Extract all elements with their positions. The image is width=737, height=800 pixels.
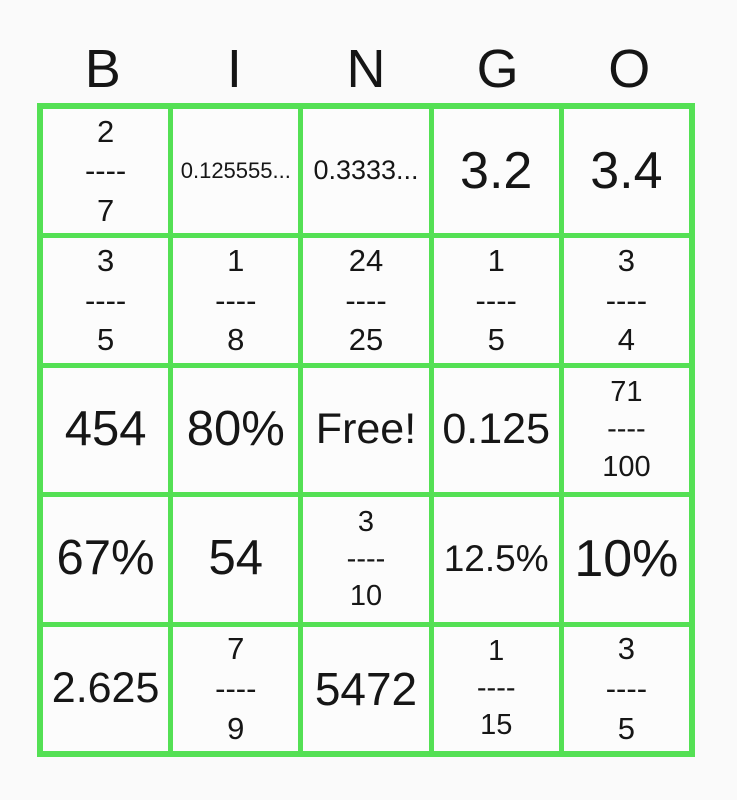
fraction-numerator: 1 bbox=[227, 243, 245, 279]
fraction-denominator: 5 bbox=[487, 322, 505, 358]
cell-text: 0.125 bbox=[442, 405, 550, 454]
bingo-cell-r4c3[interactable]: 1 ---- 15 bbox=[433, 626, 559, 751]
bingo-cell-r4c0[interactable]: 2.625 bbox=[43, 626, 169, 751]
fraction-denominator: 4 bbox=[617, 322, 636, 358]
cell-text: 80% bbox=[186, 402, 285, 457]
fraction-denominator: 7 bbox=[96, 193, 115, 229]
bingo-cell-r2c3[interactable]: 0.125 bbox=[433, 367, 559, 493]
cell-text: 3.2 bbox=[460, 141, 533, 200]
fraction-bar: ---- bbox=[84, 282, 127, 318]
cell-text: 10% bbox=[574, 529, 679, 588]
bingo-cell-r1c2[interactable]: 24 ---- 25 bbox=[303, 238, 429, 363]
bingo-grid: 2 ---- 7 0.125555... 0.3333... 3.2 3.4 3 ---- 5 1-… bbox=[37, 103, 695, 757]
fraction-numerator: 3 bbox=[96, 243, 115, 279]
bingo-cell-r1c4[interactable]: 3 ---- 4 bbox=[563, 238, 689, 363]
cell-text: 454 bbox=[64, 402, 147, 457]
fraction-bar: ---- bbox=[475, 282, 517, 318]
bingo-cell-r3c3[interactable]: 12.5% bbox=[433, 497, 559, 622]
cell-text: 0.3333... bbox=[313, 155, 419, 186]
bingo-cell-r3c1[interactable]: 54 bbox=[173, 497, 299, 622]
fraction-denominator: 15 bbox=[480, 709, 513, 742]
fraction-denominator: 5 bbox=[96, 322, 115, 358]
fraction-denominator: 5 bbox=[617, 710, 636, 746]
fraction-numerator: 24 bbox=[348, 243, 384, 279]
cell-text: 12.5% bbox=[443, 538, 549, 580]
bingo-cell-r2c0[interactable]: 454 bbox=[43, 367, 169, 493]
header-letter-o: O bbox=[608, 39, 651, 99]
fraction-bar: ---- bbox=[215, 282, 257, 318]
bingo-cell-r1c0[interactable]: 3 ---- 5 bbox=[43, 238, 169, 363]
bingo-cell-r3c0[interactable]: 67% bbox=[43, 497, 169, 622]
bingo-cell-r3c2[interactable]: 3 ---- 10 bbox=[303, 497, 429, 622]
fraction-denominator: 8 bbox=[227, 322, 245, 358]
fraction-bar: ---- bbox=[215, 670, 257, 706]
fraction-numerator: 3 bbox=[617, 243, 636, 279]
bingo-cell-r0c3[interactable]: 3.2 bbox=[433, 109, 559, 234]
free-cell[interactable]: Free! bbox=[303, 367, 429, 493]
cell-text: 0.125555... bbox=[180, 158, 291, 184]
cell-text: 3.4 bbox=[590, 141, 663, 200]
bingo-cell-r1c3[interactable]: 1 ---- 5 bbox=[433, 238, 559, 363]
fraction-bar: ---- bbox=[607, 413, 646, 446]
bingo-cell-r0c2[interactable]: 0.3333... bbox=[303, 109, 429, 234]
fraction-denominator: 9 bbox=[227, 710, 245, 746]
bingo-cell-r0c4[interactable]: 3.4 bbox=[563, 109, 689, 234]
fraction-bar: ---- bbox=[605, 282, 648, 318]
cell-text: 5472 bbox=[314, 662, 418, 715]
fraction-bar: ---- bbox=[84, 153, 127, 189]
bingo-header: B I N G O bbox=[37, 0, 695, 103]
fraction-bar: ---- bbox=[476, 672, 516, 705]
fraction-numerator: 2 bbox=[96, 113, 115, 149]
fraction-numerator: 1 bbox=[488, 635, 505, 668]
header-letter-n: N bbox=[346, 39, 386, 99]
fraction-denominator: 100 bbox=[602, 450, 651, 483]
bingo-cell-r4c2[interactable]: 5472 bbox=[303, 626, 429, 751]
bingo-cell-r4c1[interactable]: 7 ---- 9 bbox=[173, 626, 299, 751]
header-letter-b: B bbox=[84, 39, 121, 99]
fraction-numerator: 1 bbox=[487, 243, 505, 279]
bingo-cell-r0c0[interactable]: 2 ---- 7 bbox=[43, 109, 169, 234]
bingo-cell-r2c1[interactable]: 80% bbox=[173, 367, 299, 493]
fraction-numerator: 3 bbox=[617, 631, 636, 667]
cell-text: 54 bbox=[208, 531, 264, 586]
header-letter-i: I bbox=[226, 39, 242, 99]
fraction-denominator: 10 bbox=[349, 579, 383, 612]
cell-text: 2.625 bbox=[51, 664, 160, 713]
bingo-cell-r1c1[interactable]: 1 ---- 8 bbox=[173, 238, 299, 363]
bingo-cell-r2c4[interactable]: 71 ---- 100 bbox=[563, 367, 689, 493]
fraction-bar: ---- bbox=[345, 282, 387, 318]
fraction-bar: ---- bbox=[346, 542, 386, 575]
fraction-numerator: 7 bbox=[227, 631, 245, 667]
fraction-bar: ---- bbox=[605, 670, 648, 706]
bingo-cell-r0c1[interactable]: 0.125555... bbox=[173, 109, 299, 234]
cell-text: 67% bbox=[56, 531, 155, 586]
fraction-numerator: 3 bbox=[357, 505, 375, 538]
fraction-denominator: 25 bbox=[348, 322, 384, 358]
cell-text: Free! bbox=[315, 405, 417, 454]
bingo-cell-r3c4[interactable]: 10% bbox=[563, 497, 689, 622]
fraction-numerator: 71 bbox=[610, 376, 643, 409]
header-letter-g: G bbox=[476, 39, 519, 99]
bingo-cell-r4c4[interactable]: 3 ---- 5 bbox=[563, 626, 689, 751]
